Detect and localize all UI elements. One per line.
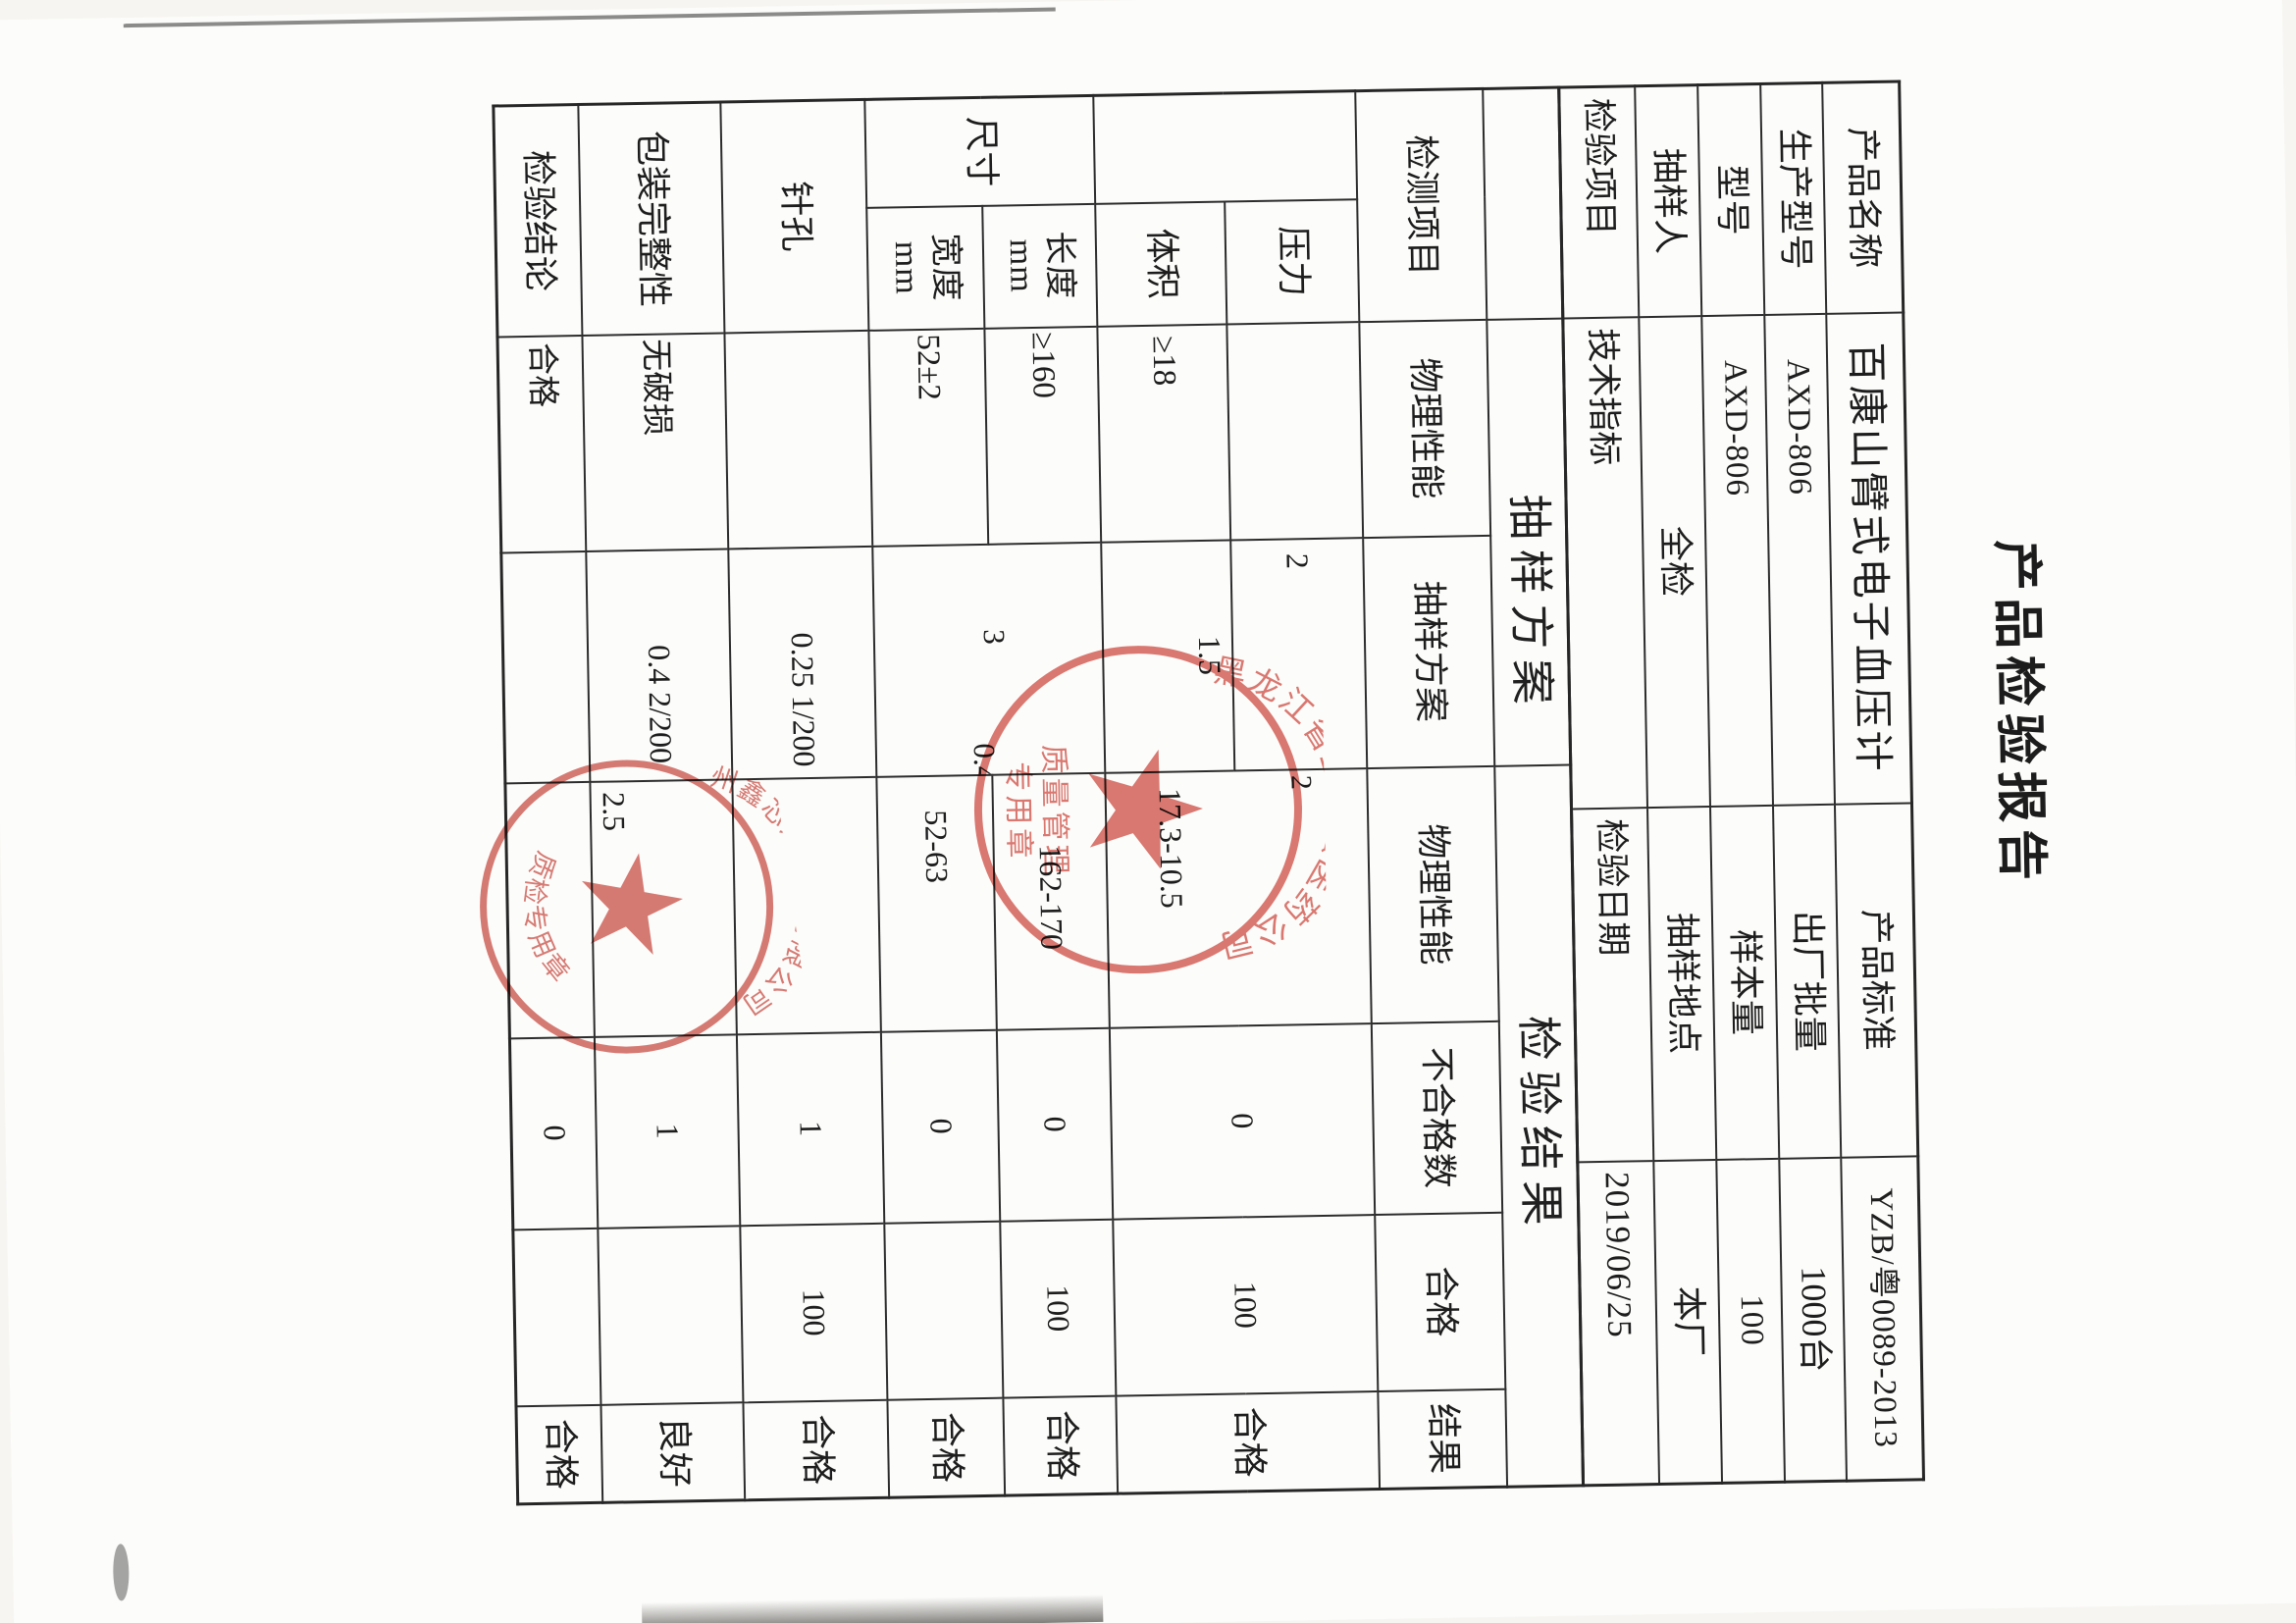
label-sampling-place: 抽样地点: [1647, 806, 1717, 1161]
stamp-bottom-text: 质检专用章: [510, 844, 579, 993]
label-conclusion: 检验结论: [493, 104, 583, 337]
spec-pinhole: [724, 330, 873, 549]
svg-text:黑龙江省上星县医药公司: 黑龙江省上星县医药公司: [1210, 651, 1328, 963]
label-width: 宽度mm: [866, 205, 985, 331]
value-model: AXD-806: [1701, 314, 1774, 807]
value-sampling-place: 本厂: [1653, 1159, 1723, 1485]
defects-width: 0: [881, 1029, 1001, 1224]
label-factory-batch: 出厂批量: [1773, 804, 1842, 1159]
spec-length: ≥160: [984, 326, 1102, 545]
stamp-arc-text: 黑龙江省上星县医药公司: [1210, 651, 1328, 963]
label-pressure: 压力: [1225, 198, 1360, 325]
info-table: 产品名称 百康山臂式电子血压计 产品标准 YZB/粤0089-2013 生产型号…: [1557, 79, 1926, 1488]
label-size-group: 尺寸: [864, 95, 1096, 208]
header-physical-1: 物理性能: [1359, 319, 1491, 538]
stamp-star-icon: [1088, 749, 1203, 869]
qualified-length: 100: [1000, 1219, 1117, 1398]
header-test-item: 检测项目: [1355, 88, 1487, 322]
defects-length: 0: [997, 1027, 1114, 1222]
qualified-pinhole: 100: [740, 1223, 888, 1402]
cell-empty: [1093, 90, 1358, 204]
column-header-row: 检测项目 物理性能 抽样方案 物理性能 不合格数 合格 结果: [1355, 88, 1508, 1490]
spec-packaging: 无破损: [582, 332, 729, 551]
label-volume: 体积: [1095, 201, 1227, 327]
result-length: 合格: [1003, 1395, 1119, 1496]
stamp-star-icon: [582, 853, 684, 956]
header-inspection-result-section: 检验结果: [1494, 763, 1584, 1488]
label-packaging: 包装完整性: [578, 101, 725, 336]
label-pinhole: 针孔: [720, 99, 869, 333]
header-sampling-plan: 抽样方案: [1363, 535, 1495, 768]
value-technical-index: 技术指标: [1562, 316, 1648, 809]
label-production-model: 生产型号: [1760, 82, 1827, 315]
label-sample-size: 样本量: [1710, 805, 1780, 1160]
stamp-inner-line2: 专用章: [1001, 761, 1035, 863]
scan-artifact-smudge: [641, 1594, 1104, 1623]
defects-pv: 0: [1110, 1022, 1376, 1220]
stamp-qc-company: 州鑫芯达电子有限公司 质检专用章: [480, 750, 813, 1054]
cell-empty: [1483, 87, 1563, 320]
label-inspection-items: 检验项目: [1558, 85, 1640, 319]
stamp-circle: [480, 759, 774, 1054]
value-inspection-date: 2019/06/25: [1577, 1160, 1660, 1486]
header-defect-count: 不合格数: [1372, 1021, 1503, 1215]
result-pinhole: 合格: [743, 1399, 890, 1500]
qualified-pv: 100: [1113, 1214, 1379, 1396]
page-title: 产品检验报告: [1987, 539, 2050, 888]
label-inspection-date: 检验日期: [1571, 807, 1654, 1162]
header-qualified-count: 合格: [1375, 1212, 1506, 1391]
cell-empty: [512, 1228, 601, 1406]
spec-pressure: [1226, 321, 1364, 540]
header-sampling-plan-section: 抽样方案: [1487, 318, 1571, 766]
label-product-name: 产品名称: [1822, 81, 1904, 314]
stamp-circle: [973, 646, 1302, 974]
header-physical-2: 物理性能: [1367, 765, 1500, 1023]
label-sampler: 抽样人: [1635, 84, 1702, 317]
spec-volume: ≥18: [1097, 324, 1231, 543]
value-product-name: 百康山臂式电子血压计: [1826, 311, 1912, 805]
value-conclusion: 合格: [496, 335, 587, 552]
label-product-standard: 产品标准: [1835, 802, 1918, 1158]
svg-text:质检专用章: 质检专用章: [510, 844, 579, 993]
label-length: 长度mm: [982, 203, 1098, 329]
result-width: 合格: [887, 1397, 1006, 1498]
result-packaging: 良好: [600, 1401, 746, 1503]
label-model: 型号: [1697, 83, 1765, 316]
value-factory-batch: 1000台: [1779, 1157, 1848, 1483]
value-sample-size: 100: [1716, 1158, 1786, 1484]
scan-artifact-blob: [112, 1544, 130, 1601]
value-product-standard: YZB/粤0089-2013: [1841, 1155, 1924, 1482]
result-conclusion: 合格: [515, 1404, 603, 1504]
value-sampler: 全检: [1639, 315, 1711, 808]
qualified-width: [884, 1221, 1004, 1400]
stamp-quality-management: 黑龙江省上星县医药公司 质量管理 专用章: [973, 646, 1328, 974]
qualified-packaging: [598, 1225, 744, 1405]
result-pv: 合格: [1116, 1390, 1381, 1494]
header-result: 结果: [1378, 1388, 1508, 1490]
value-production-model: AXD-806: [1764, 313, 1836, 806]
defects-pinhole: 1: [737, 1031, 885, 1226]
scan-artifact-line: [123, 7, 1056, 28]
spec-width: 52±2: [868, 328, 989, 547]
stamp-inner-line1: 质量管理: [1037, 744, 1071, 878]
